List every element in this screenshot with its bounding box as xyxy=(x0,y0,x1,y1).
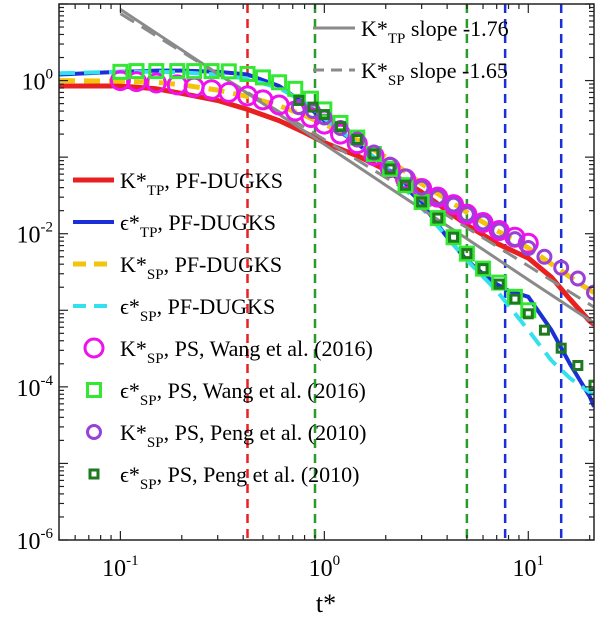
data-point xyxy=(384,163,396,175)
data-point xyxy=(349,131,366,148)
axes xyxy=(58,3,595,541)
data-point xyxy=(413,179,430,196)
data-point xyxy=(382,156,399,173)
data-point xyxy=(429,210,446,227)
data-point xyxy=(334,121,346,133)
data-point xyxy=(456,203,478,225)
data-point xyxy=(477,263,489,275)
data-point xyxy=(112,63,129,80)
data-point xyxy=(254,69,271,86)
data-point xyxy=(203,63,220,80)
data-point xyxy=(445,196,462,213)
legend-swatch xyxy=(86,424,102,440)
data-point xyxy=(399,179,411,191)
data-point xyxy=(445,229,462,246)
ticks: 10-1 100 101 100 10-2 10-4 10-6 xyxy=(17,3,594,582)
x-tick-label: 100 xyxy=(309,553,341,582)
data-point xyxy=(126,71,148,93)
legend-label: ϵ*SP, PS, Wang et al. (2016) xyxy=(120,378,366,409)
data-point xyxy=(461,248,473,260)
data-point xyxy=(572,360,584,372)
legend-lower: K*TP, PF-DUGKS ϵ*TP, PF-DUGKS K*SP, PF-DUG… xyxy=(73,168,373,493)
data-point xyxy=(429,189,446,206)
x-tick-label: 101 xyxy=(513,553,545,582)
data-point xyxy=(368,148,380,160)
data-point xyxy=(475,214,492,231)
data-point xyxy=(520,240,537,257)
data-point xyxy=(443,194,465,216)
data-point xyxy=(293,94,305,106)
data-point xyxy=(128,63,145,80)
data-point xyxy=(491,222,508,239)
data-point xyxy=(569,270,586,287)
legend-swatch xyxy=(88,468,100,480)
legend-label: K*SP, PS, Wang et al. (2016) xyxy=(120,336,373,367)
series-line xyxy=(119,12,594,309)
data-point xyxy=(271,74,288,91)
data-point xyxy=(318,109,330,121)
data-point xyxy=(509,293,521,305)
plot-background xyxy=(59,4,594,540)
y-tick-label: 10-6 xyxy=(17,526,54,555)
data-point xyxy=(397,168,414,185)
data-point xyxy=(448,231,460,243)
x-axis-label: t* xyxy=(316,589,336,618)
data-point xyxy=(432,212,444,224)
data-point xyxy=(169,63,186,80)
data-point xyxy=(522,308,534,320)
legend-label: ϵ*TP, PF-DUGKS xyxy=(120,210,276,241)
scatter-markers xyxy=(109,63,594,391)
legend-upper: K*TP slope -1.76 K*SP slope -1.65 xyxy=(313,16,509,89)
legend-label: ϵ*SP, PF-DUGKS xyxy=(120,294,275,325)
data-point xyxy=(472,212,494,234)
data-point xyxy=(493,278,505,290)
data-point xyxy=(290,99,307,116)
y-tick-label: 10-4 xyxy=(17,373,54,402)
data-point xyxy=(538,324,550,336)
data-point xyxy=(555,342,567,354)
data-point xyxy=(145,72,167,94)
legend-label: K*TP, PF-DUGKS xyxy=(120,168,283,199)
data-point xyxy=(536,248,553,265)
data-point xyxy=(458,206,475,223)
data-point xyxy=(397,177,414,194)
legend-swatch xyxy=(83,337,105,359)
data-point xyxy=(588,379,594,391)
data-point xyxy=(416,196,428,208)
data-point xyxy=(307,101,319,113)
y-tick-label: 100 xyxy=(22,67,54,96)
legend-label: K*SP, PS, Peng et al. (2010) xyxy=(120,420,366,451)
data-point xyxy=(553,259,570,276)
data-point xyxy=(109,70,131,92)
legend-label: K*TP slope -1.76 xyxy=(361,16,509,47)
data-point xyxy=(475,260,492,277)
data-point xyxy=(220,63,237,80)
data-point xyxy=(351,133,363,145)
legend-label: K*SP, PF-DUGKS xyxy=(120,252,282,283)
legend-label: K*SP slope -1.65 xyxy=(361,58,508,89)
data-point xyxy=(239,65,256,82)
data-point xyxy=(186,63,203,80)
x-tick-label: 10-1 xyxy=(102,553,139,582)
y-tick-label: 10-2 xyxy=(17,220,54,249)
legend-label: ϵ*SP, PS, Peng et al. (2010) xyxy=(120,462,359,493)
plot-frame xyxy=(58,3,595,541)
data-point xyxy=(586,284,594,301)
data-point xyxy=(506,231,523,248)
legend-swatch xyxy=(86,382,102,398)
data-point xyxy=(148,63,165,80)
data-point xyxy=(458,245,475,262)
